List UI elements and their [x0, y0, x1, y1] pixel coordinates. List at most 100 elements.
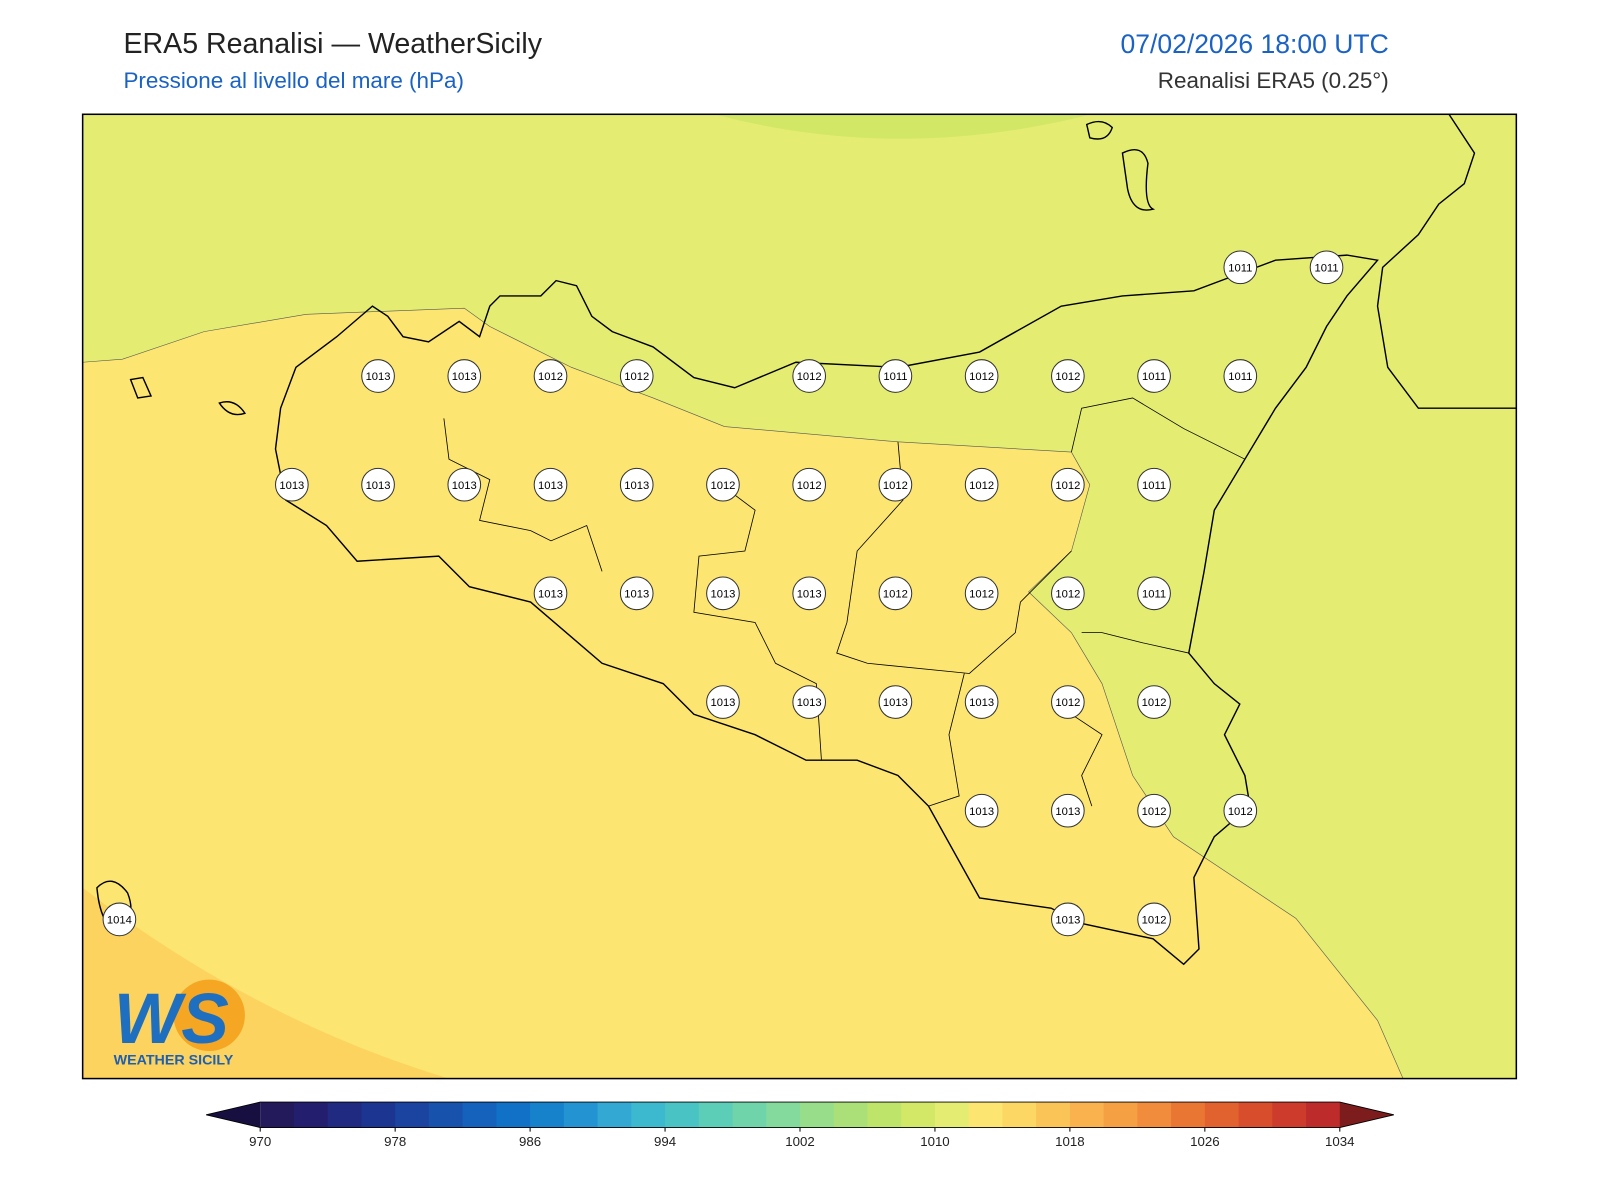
- station-marker: [878, 685, 913, 719]
- pressure-label: 1014: [107, 914, 132, 926]
- pressure-label: 1013: [797, 588, 822, 600]
- station-marker: [1051, 359, 1085, 393]
- station-marker: [1223, 250, 1258, 285]
- pressure-label: 1013: [624, 480, 649, 492]
- station-marker: [1223, 793, 1258, 828]
- station-marker: [619, 576, 654, 611]
- map-frame: [81, 113, 1518, 1080]
- colorbar-bin: [901, 1102, 936, 1128]
- pressure-label: 1013: [710, 697, 735, 709]
- station-marker: [1309, 250, 1344, 285]
- colorbar-bin: [968, 1102, 1003, 1128]
- subtitle: Pressione al livello del mare (hPa): [123, 68, 463, 93]
- colorbar-bin: [867, 1102, 902, 1128]
- colorbar-bin: [1204, 1102, 1240, 1128]
- pressure-label: 1013: [969, 697, 994, 709]
- pressure-label: 1013: [538, 480, 563, 492]
- colorbar-tick-label: 1002: [785, 1134, 814, 1149]
- pressure-label: 1012: [624, 371, 649, 383]
- colorbar-bin: [766, 1102, 801, 1128]
- logo-sun: [173, 979, 245, 1052]
- colorbar-tick-label: 986: [519, 1134, 541, 1149]
- pressure-label: 1013: [969, 806, 994, 818]
- colorbar-bin: [1272, 1102, 1307, 1128]
- field-1014: [82, 887, 449, 1079]
- station-marker: [447, 467, 482, 502]
- pressure-label: 1012: [969, 480, 994, 492]
- field-1008: [714, 114, 1092, 139]
- colorbar-bin: [934, 1102, 970, 1128]
- pressure-label: 1013: [366, 371, 391, 383]
- station-marker: [1137, 793, 1171, 828]
- colorbar-tick-label: 1018: [1055, 1134, 1084, 1149]
- pressure-label: 1013: [883, 697, 908, 709]
- pressure-label: 1012: [1055, 480, 1080, 492]
- station-marker: [964, 467, 999, 502]
- logo-mark: WS: [114, 979, 229, 1059]
- colorbar-bin: [361, 1102, 396, 1128]
- colorbar-bin: [462, 1102, 497, 1128]
- station-marker: [792, 467, 827, 502]
- pressure-label: 1012: [1055, 697, 1080, 709]
- station-marker: [533, 576, 568, 611]
- logo: WS WEATHER SICILY: [114, 979, 245, 1068]
- station-marker: [533, 467, 568, 502]
- station-marker: [447, 359, 482, 393]
- pressure-label: 1013: [1055, 806, 1080, 818]
- pressure-label: 1011: [1228, 371, 1252, 383]
- station-marker: [361, 467, 395, 502]
- pressure-labels: 1011 1011 1013 1013 1012 1012 1012 1011 1012 1012…: [102, 250, 1344, 937]
- colorbar-bin: [496, 1102, 531, 1128]
- province-borders: [443, 397, 1246, 807]
- colorbar-bin: [698, 1102, 734, 1128]
- colorbar-bin: [327, 1102, 362, 1128]
- pressure-label: 1012: [1142, 806, 1167, 818]
- colorbar-bin: [1171, 1102, 1206, 1128]
- colorbar-bin: [1137, 1102, 1172, 1128]
- pressure-label: 1012: [797, 371, 822, 383]
- colorbar-bin: [530, 1102, 565, 1128]
- colorbar-bin: [800, 1102, 835, 1128]
- station-marker: [533, 359, 568, 393]
- coastline-sicily: [274, 254, 1379, 966]
- colorbar-bin: [631, 1102, 666, 1128]
- station-marker: [878, 576, 913, 611]
- station-marker: [706, 467, 740, 502]
- station-marker: [619, 467, 654, 502]
- colorbar-bin: [597, 1102, 632, 1128]
- station-marker: [878, 359, 913, 393]
- pressure-label: 1013: [538, 588, 563, 600]
- colorbar-bin: [563, 1102, 599, 1128]
- colorbar-bin: [1238, 1102, 1273, 1128]
- station-marker: [1051, 793, 1085, 828]
- coastline-calabria: [1376, 113, 1517, 409]
- colorbar-under: [206, 1102, 261, 1128]
- pressure-label: 1012: [797, 480, 822, 492]
- pressure-label: 1012: [538, 371, 563, 383]
- colorbar-tick-label: 970: [249, 1134, 271, 1149]
- station-marker: [275, 467, 309, 502]
- station-marker: [1223, 359, 1258, 393]
- colorbar-tick-label: 1034: [1325, 1134, 1354, 1149]
- station-marker: [1051, 467, 1085, 502]
- station-marker: [792, 576, 827, 611]
- station-marker: [1137, 467, 1171, 502]
- pressure-label: 1012: [883, 588, 908, 600]
- colorbar-bin: [293, 1102, 329, 1128]
- pressure-label: 1011: [883, 371, 907, 383]
- pressure-label: 1013: [279, 480, 304, 492]
- station-marker: [1051, 685, 1085, 719]
- pressure-label: 1012: [883, 480, 908, 492]
- island: [218, 401, 247, 416]
- colorbar-tick-label: 1010: [920, 1134, 949, 1149]
- title: ERA5 Reanalisi — WeatherSicily: [123, 28, 542, 60]
- station-marker: [878, 467, 913, 502]
- pressure-label: 1011: [1142, 480, 1166, 492]
- station-marker: [619, 359, 654, 393]
- colorbar-bin: [1103, 1102, 1138, 1128]
- station-marker: [964, 576, 999, 611]
- pressure-label: 1012: [1228, 806, 1253, 818]
- station-marker: [1051, 902, 1085, 937]
